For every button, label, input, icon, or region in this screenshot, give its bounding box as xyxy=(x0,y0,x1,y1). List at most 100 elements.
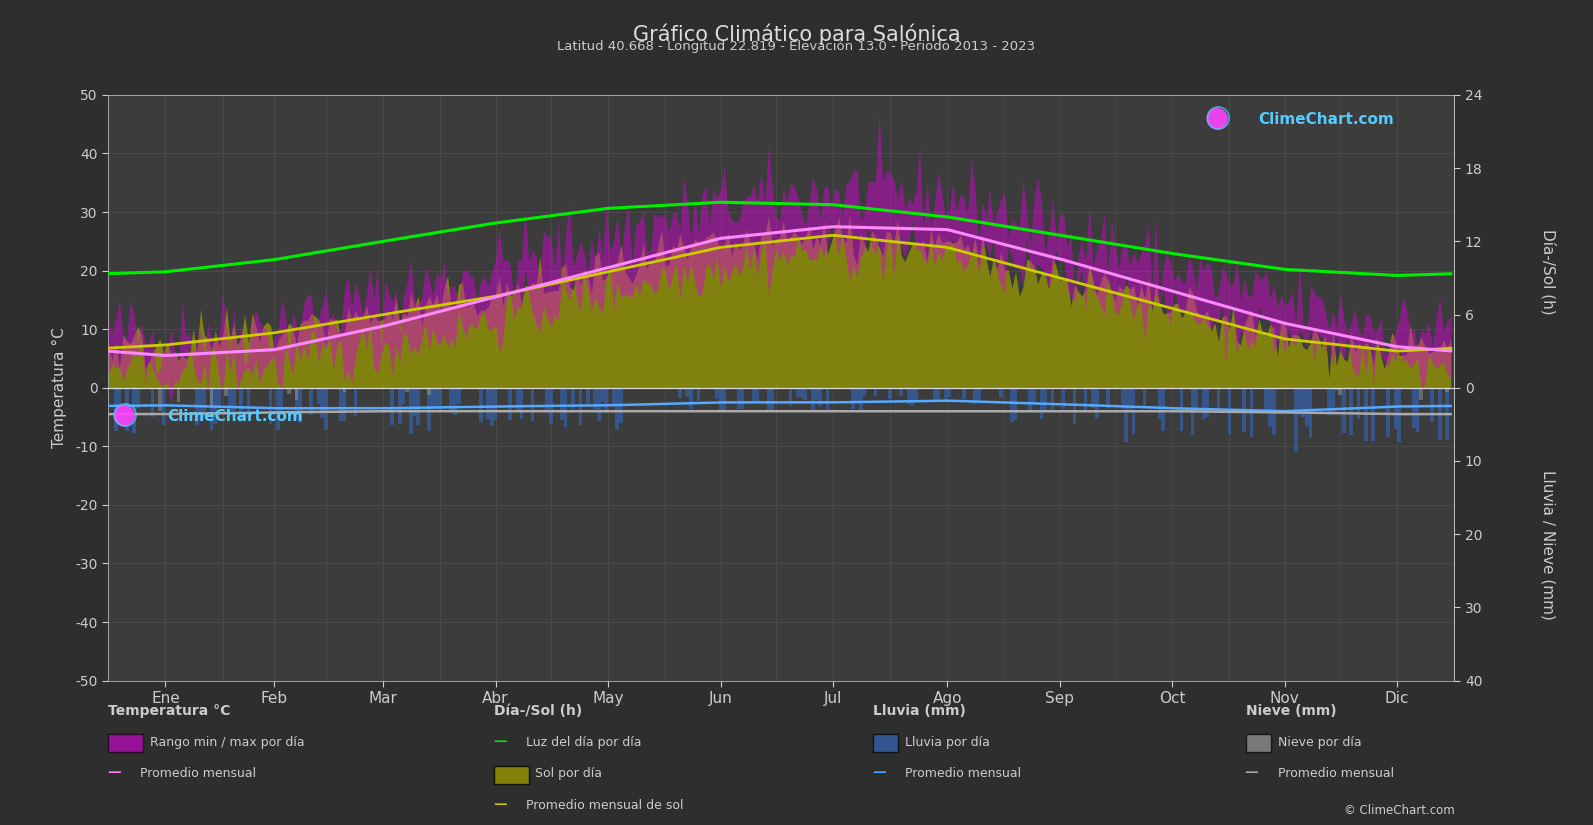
Bar xyxy=(937,388,940,400)
Bar xyxy=(124,388,129,431)
Bar xyxy=(690,388,693,409)
Text: ClimeChart.com: ClimeChart.com xyxy=(1258,112,1394,127)
Bar xyxy=(1364,388,1368,441)
Bar xyxy=(427,388,432,431)
Bar xyxy=(811,388,814,410)
Bar xyxy=(1251,388,1254,437)
Bar xyxy=(604,388,609,412)
Bar xyxy=(194,388,199,425)
Bar xyxy=(943,388,948,402)
Bar xyxy=(413,388,416,416)
Bar xyxy=(1083,388,1088,409)
Bar xyxy=(516,388,519,412)
Bar xyxy=(210,388,213,408)
Bar xyxy=(530,388,534,422)
Bar xyxy=(1201,388,1206,419)
Bar xyxy=(1419,388,1423,400)
Bar xyxy=(1309,388,1313,389)
Bar xyxy=(479,388,483,422)
Bar xyxy=(228,388,233,416)
Bar xyxy=(295,388,298,400)
Text: ─: ─ xyxy=(873,764,884,784)
Bar xyxy=(597,388,601,422)
Bar xyxy=(906,388,911,403)
Bar xyxy=(113,388,118,431)
Bar xyxy=(239,388,244,422)
Text: Nieve por día: Nieve por día xyxy=(1278,736,1360,749)
Bar xyxy=(948,388,951,397)
Text: Promedio mensual: Promedio mensual xyxy=(140,767,256,780)
Bar xyxy=(1372,388,1375,441)
Bar xyxy=(685,388,690,397)
Bar xyxy=(339,388,342,421)
Text: ○: ○ xyxy=(1204,103,1231,133)
Bar xyxy=(247,388,250,418)
Text: Promedio mensual: Promedio mensual xyxy=(905,767,1021,780)
Bar xyxy=(1327,388,1330,415)
Bar xyxy=(342,388,346,422)
Text: ─: ─ xyxy=(494,733,505,752)
Bar xyxy=(1013,388,1018,420)
Text: Nieve (mm): Nieve (mm) xyxy=(1246,705,1337,718)
Bar xyxy=(1043,388,1047,411)
Bar xyxy=(269,388,272,424)
Bar xyxy=(1397,388,1400,442)
Bar xyxy=(1158,388,1161,419)
Text: Lluvia (mm): Lluvia (mm) xyxy=(873,705,965,718)
Bar xyxy=(409,388,413,434)
Bar xyxy=(177,388,180,402)
Bar xyxy=(741,388,744,409)
Bar xyxy=(977,388,981,400)
Bar xyxy=(873,388,878,396)
Bar xyxy=(620,388,623,423)
Bar xyxy=(342,388,346,392)
Bar xyxy=(1271,388,1276,435)
Bar xyxy=(1268,388,1271,427)
Bar xyxy=(1120,388,1125,409)
Bar xyxy=(722,388,726,412)
Bar xyxy=(1206,388,1209,417)
Bar xyxy=(1341,388,1346,433)
Bar xyxy=(1265,388,1268,412)
Bar xyxy=(718,388,722,410)
Bar xyxy=(135,388,140,408)
Bar xyxy=(572,388,575,409)
Bar xyxy=(825,388,830,411)
Bar xyxy=(851,388,855,408)
Bar xyxy=(601,388,604,402)
Bar xyxy=(1309,388,1313,438)
Bar xyxy=(199,388,202,421)
Text: ○: ○ xyxy=(112,400,139,430)
Bar xyxy=(715,388,718,399)
Text: © ClimeChart.com: © ClimeChart.com xyxy=(1343,804,1454,818)
Bar xyxy=(545,388,550,413)
Bar xyxy=(225,388,228,396)
Bar xyxy=(1445,388,1450,441)
Bar xyxy=(405,388,409,392)
Bar xyxy=(323,388,328,431)
Bar xyxy=(298,388,303,422)
Bar xyxy=(276,388,280,431)
Bar xyxy=(932,388,937,402)
Text: ─: ─ xyxy=(494,795,505,815)
Bar xyxy=(508,388,513,421)
Text: ─: ─ xyxy=(108,764,119,784)
Bar xyxy=(1161,388,1164,431)
Bar xyxy=(457,388,460,403)
Bar xyxy=(564,388,567,427)
Bar xyxy=(162,388,166,425)
Bar xyxy=(1051,388,1055,412)
Bar xyxy=(615,388,620,431)
Bar xyxy=(1125,388,1128,442)
Bar xyxy=(1010,388,1013,422)
Bar xyxy=(855,388,859,404)
Bar xyxy=(1228,388,1231,434)
Bar xyxy=(401,388,405,403)
Bar xyxy=(398,388,401,423)
Bar xyxy=(494,388,497,420)
Bar xyxy=(1301,388,1305,417)
Bar xyxy=(1061,388,1066,409)
Bar xyxy=(519,388,523,419)
Bar xyxy=(1131,388,1136,433)
Bar xyxy=(158,388,162,411)
